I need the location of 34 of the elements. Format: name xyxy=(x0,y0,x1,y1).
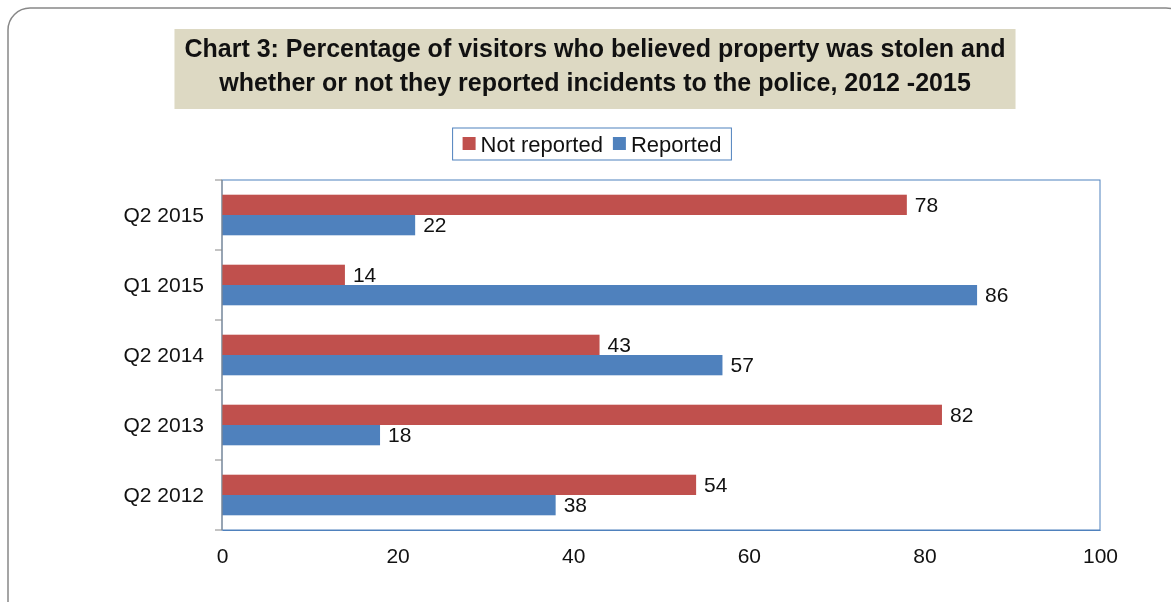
x-tick-label: 100 xyxy=(1082,543,1119,567)
y-tick-label: Q2 2012 xyxy=(123,483,204,506)
y-tick-label: Q2 2015 xyxy=(123,203,204,226)
legend-label: Reported xyxy=(630,132,722,157)
y-tick-label: Q1 2015 xyxy=(123,273,204,296)
x-tick-label: 0 xyxy=(216,543,229,567)
bar xyxy=(222,474,697,495)
bar xyxy=(222,495,556,516)
data-label: 54 xyxy=(704,472,728,496)
bar xyxy=(222,404,942,425)
data-label: 86 xyxy=(985,283,1009,307)
data-label: 82 xyxy=(949,402,974,426)
bar xyxy=(222,355,723,376)
data-label: 22 xyxy=(423,213,447,237)
data-label: 14 xyxy=(352,262,377,286)
chart-title: Chart 3: Percentage of visitors who believed property was stolen and whether or not they reported incidents to the police, 2012 -2015 xyxy=(184,34,1006,96)
data-label: 18 xyxy=(388,423,412,447)
x-tick-label: 60 xyxy=(737,543,761,567)
x-tick-label: 40 xyxy=(562,543,586,567)
bar xyxy=(222,264,345,285)
x-tick-label: 80 xyxy=(913,543,937,567)
y-tick-label: Q2 2013 xyxy=(123,413,204,436)
data-label: 78 xyxy=(914,192,939,216)
y-tick-label: Q2 2014 xyxy=(123,343,205,366)
bar xyxy=(222,425,381,446)
bar xyxy=(222,334,600,355)
data-label: 38 xyxy=(563,493,587,517)
data-label: 57 xyxy=(730,353,754,377)
legend-label: Not reported xyxy=(480,132,603,157)
bar xyxy=(222,215,416,236)
bar xyxy=(222,285,978,306)
x-tick-label: 20 xyxy=(386,543,410,567)
data-label: 43 xyxy=(607,332,631,356)
bar xyxy=(222,194,907,215)
